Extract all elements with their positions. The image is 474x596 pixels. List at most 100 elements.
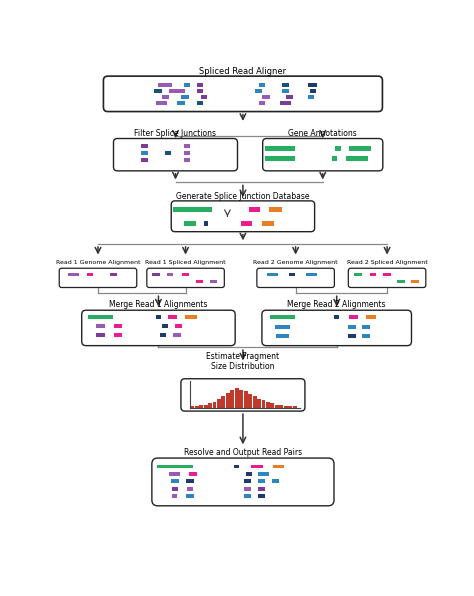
Bar [335,146,341,151]
Bar [173,207,212,212]
Bar [289,273,295,277]
Bar [190,406,194,408]
Bar [257,399,261,408]
Bar [306,273,317,277]
Bar [208,403,212,408]
Bar [217,399,221,408]
Bar [96,324,105,328]
Bar [221,396,225,408]
Bar [160,333,166,337]
Bar [244,391,247,408]
FancyBboxPatch shape [82,311,235,346]
Bar [190,472,197,476]
Bar [235,388,239,408]
Bar [187,487,193,491]
Text: Filter Splice Junctions: Filter Splice Junctions [135,129,217,138]
Bar [173,494,177,498]
Bar [262,401,265,408]
Text: Merge Read 2 Alignments: Merge Read 2 Alignments [287,300,386,309]
Bar [169,89,185,93]
Bar [258,494,264,498]
Bar [272,479,279,483]
Text: Read 1 Genome Alignment: Read 1 Genome Alignment [56,260,140,265]
Bar [346,156,368,162]
FancyBboxPatch shape [103,76,383,111]
Bar [177,101,185,105]
FancyBboxPatch shape [348,268,426,287]
FancyBboxPatch shape [147,268,224,287]
Bar [186,479,194,483]
Bar [199,405,203,408]
Bar [167,273,173,277]
Bar [226,393,230,408]
Bar [168,315,177,319]
Text: Spliced Read Aligner: Spliced Read Aligner [200,67,286,76]
Bar [157,465,192,468]
Bar [265,156,295,162]
Bar [251,465,263,468]
Bar [397,280,405,283]
Bar [185,315,197,319]
Bar [156,101,167,105]
Bar [197,101,203,105]
Bar [244,494,251,498]
Bar [244,479,251,483]
Text: Estimate Fragment
Size Distribution: Estimate Fragment Size Distribution [206,352,280,371]
Bar [114,324,122,328]
Bar [267,273,278,277]
Bar [182,273,190,277]
Bar [110,273,117,277]
FancyBboxPatch shape [257,268,334,287]
Bar [258,472,268,476]
Bar [162,324,168,328]
Bar [171,479,179,483]
Bar [288,406,292,408]
Bar [269,207,282,212]
Bar [241,221,252,226]
Bar [273,465,284,468]
Bar [366,315,376,319]
Bar [308,83,317,87]
Bar [169,472,180,476]
Bar [230,390,234,408]
Text: Read 1 Spliced Alignment: Read 1 Spliced Alignment [145,260,226,265]
Text: Generate Splice Junction Database: Generate Splice Junction Database [176,192,310,201]
Bar [262,95,270,99]
Bar [362,325,370,329]
Bar [196,280,202,283]
Bar [349,146,371,151]
Text: Read 2 Genome Alignment: Read 2 Genome Alignment [253,260,338,265]
Bar [334,315,339,319]
Bar [258,487,265,491]
Bar [184,158,190,162]
FancyBboxPatch shape [263,138,383,171]
Bar [154,89,162,93]
FancyBboxPatch shape [59,268,137,287]
Bar [184,151,190,155]
Bar [184,83,190,87]
Bar [279,405,283,408]
Bar [201,95,207,99]
Bar [332,156,337,162]
Bar [175,324,182,328]
Bar [383,273,391,277]
Bar [114,333,122,337]
Bar [164,151,171,155]
Bar [195,406,199,408]
FancyBboxPatch shape [113,138,237,171]
Bar [348,325,356,329]
Bar [141,151,147,155]
Bar [271,403,274,408]
FancyBboxPatch shape [171,201,315,232]
Bar [184,144,190,148]
Bar [265,146,295,151]
Bar [186,494,194,498]
Text: Gene Annotations: Gene Annotations [288,129,357,138]
Bar [362,334,370,339]
Bar [284,406,288,408]
Bar [181,95,189,99]
Bar [258,479,265,483]
Bar [172,487,178,491]
Bar [246,472,252,476]
Bar [266,402,270,408]
